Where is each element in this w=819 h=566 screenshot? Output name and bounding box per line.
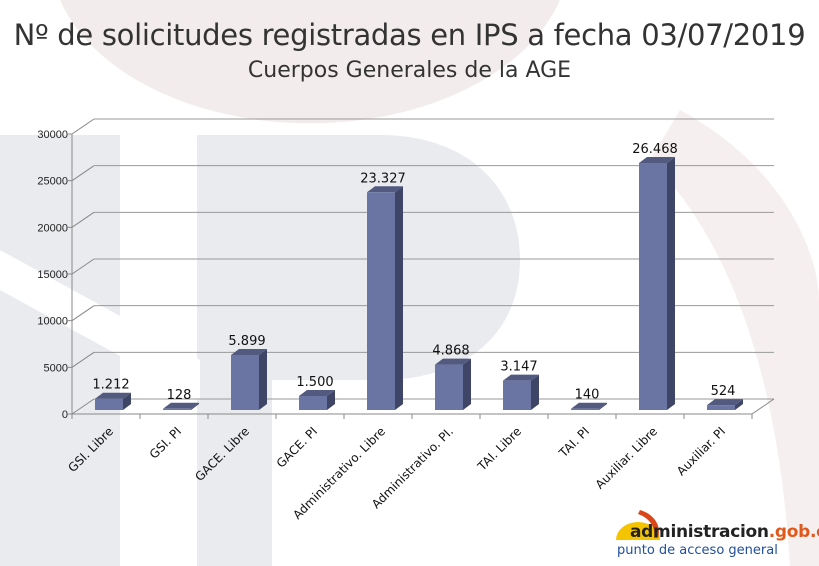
logo-domain: .gob.es: [768, 522, 819, 542]
x-tick-label: GACE. Libre: [192, 424, 252, 484]
y-tick-label: 10000: [37, 316, 68, 328]
data-label: 140: [575, 388, 600, 403]
chart-title: Nº de solicitudes registradas en IPS a f…: [13, 18, 806, 52]
bar-side: [395, 186, 403, 410]
chart-subtitle: Cuerpos Generales de la AGE: [247, 58, 572, 83]
x-tick-label: Auxiliar. PI: [674, 424, 728, 478]
data-label: 4.868: [432, 344, 469, 359]
bar: [367, 192, 395, 410]
logo-name: administracion: [630, 522, 769, 542]
gridline-depth: [71, 398, 95, 415]
bar-top: [707, 399, 743, 406]
y-tick-label: 30000: [37, 129, 68, 141]
bar-side: [735, 399, 743, 410]
x-tick-label: GSI. PI: [147, 424, 184, 461]
bar: [299, 396, 327, 410]
x-tick-label: Auxiliar. Libre: [593, 424, 660, 491]
data-label: 3.147: [500, 360, 537, 375]
logo-sun-icon: [616, 510, 660, 540]
bar: [639, 162, 667, 410]
bar: [231, 354, 259, 410]
bar-top: [503, 374, 539, 381]
x-tick-label: GSI. Libre: [65, 424, 116, 475]
y-tick-label: 0: [62, 409, 68, 421]
data-label: 524: [711, 384, 736, 399]
bar: [571, 408, 599, 410]
bar: [435, 364, 463, 410]
bar-side: [327, 390, 335, 410]
bar-top: [231, 348, 267, 355]
y-tick-label: 15000: [37, 269, 68, 281]
gridline-depth: [71, 351, 95, 368]
bar-top: [163, 402, 199, 409]
data-label: 1.500: [296, 375, 333, 390]
gridline-depth: [71, 305, 95, 322]
bar-top: [571, 402, 607, 409]
data-label: 5.899: [228, 334, 265, 349]
bar-top: [435, 358, 471, 365]
data-label: 128: [167, 388, 192, 403]
bar-side: [123, 392, 131, 410]
gridline-depth: [71, 118, 95, 135]
data-label: 1.212: [92, 378, 129, 393]
bar-top: [367, 186, 403, 193]
data-label: 23.327: [360, 171, 406, 186]
bar-top: [95, 392, 131, 399]
y-tick-label: 20000: [37, 222, 68, 234]
bar-side: [531, 374, 539, 410]
y-tick-label: 25000: [37, 176, 68, 188]
watermark-arc: [60, 0, 560, 124]
bar-top: [639, 156, 675, 163]
gridline-depth: [71, 165, 95, 182]
bar-side: [667, 156, 675, 410]
watermark-stripe: [0, 250, 200, 400]
logo-tagline: punto de acceso general: [617, 543, 778, 558]
bar-side: [259, 348, 267, 410]
gridline-depth: [71, 211, 95, 228]
x-tick-label: TAI. PI: [556, 424, 592, 460]
bar: [503, 380, 531, 410]
x-tick-label: TAI. Libre: [474, 424, 524, 474]
y-tick-label: 5000: [44, 362, 68, 374]
bar-top: [299, 390, 335, 396]
gridline-depth: [71, 258, 95, 275]
bar: [95, 398, 123, 410]
bar: [163, 408, 191, 410]
x-axis-depth: [751, 398, 775, 415]
watermark-swoosh: [650, 110, 819, 566]
watermark-letter-i: [0, 135, 120, 566]
bar-side: [463, 358, 471, 410]
bar: [707, 405, 735, 410]
bar-side: [599, 402, 607, 410]
x-tick-label: GACE. PI: [274, 424, 320, 470]
data-label: 26.468: [632, 142, 678, 157]
bar-side: [191, 402, 199, 410]
